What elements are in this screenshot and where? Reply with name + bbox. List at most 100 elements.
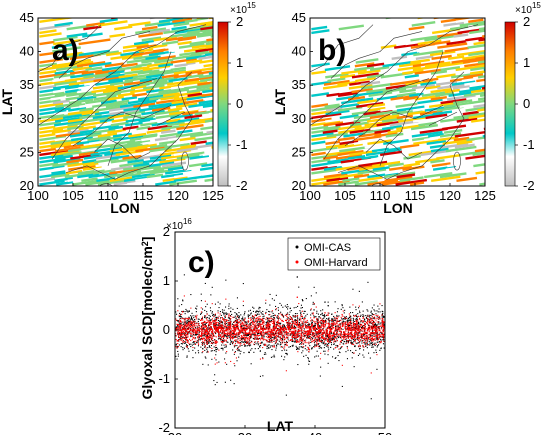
scatter-point-omi-cas	[191, 335, 193, 337]
colorbar-b-exponent: ×1015	[515, 1, 541, 16]
map-pixel	[148, 161, 175, 168]
map-pixel	[414, 94, 441, 101]
scatter-point-omi-harvard	[298, 333, 300, 335]
scatter-point-omi-cas	[195, 311, 197, 313]
scatter-point-omi-cas	[316, 350, 318, 352]
scatter-point-omi-cas	[204, 315, 206, 317]
scatter-point-omi-cas	[345, 323, 347, 325]
scatter-point-omi-cas	[237, 327, 239, 329]
scatter-point-omi-harvard	[336, 320, 338, 322]
scatter-point-omi-cas	[339, 337, 341, 339]
scatter-point-omi-harvard	[380, 325, 382, 327]
scatter-point-omi-cas	[337, 345, 339, 347]
scatter-point-omi-harvard	[191, 325, 193, 327]
scatter-point-omi-cas	[325, 345, 327, 347]
scatter-point-omi-harvard	[224, 362, 226, 364]
scatter-point-omi-cas	[301, 323, 303, 325]
scatter-point-omi-cas	[295, 320, 297, 322]
scatter-point-omi-harvard	[237, 329, 239, 331]
scatter-point-omi-harvard	[291, 318, 293, 320]
scatter-point-omi-harvard	[261, 319, 263, 321]
scatter-point-omi-cas	[288, 346, 290, 348]
scatter-point-omi-harvard	[265, 332, 267, 334]
map-pixel	[339, 172, 363, 179]
map-pixel	[83, 116, 110, 123]
scatter-point-omi-cas	[272, 356, 274, 358]
scatter-point-omi-cas	[279, 326, 281, 328]
scatter-point-omi-harvard	[218, 327, 220, 329]
scatter-point-omi-cas	[329, 326, 331, 328]
scatter-point-omi-cas	[316, 327, 318, 329]
scatter-point-omi-cas	[272, 312, 274, 314]
scatter-point-omi-harvard	[177, 332, 179, 334]
map-pixel	[72, 58, 92, 64]
map-pixel	[483, 125, 485, 131]
map-pixel	[123, 164, 155, 171]
scatter-point-omi-cas	[206, 303, 208, 305]
scatter-point-omi-harvard	[376, 335, 378, 337]
scatter-point-omi-cas	[213, 346, 215, 348]
scatter-point-omi-harvard	[344, 326, 346, 328]
scatter-point-omi-cas	[257, 348, 259, 350]
map-pixel	[339, 114, 359, 120]
scatter-point-omi-cas	[241, 341, 243, 343]
scatter-point-omi-harvard	[202, 319, 204, 321]
scatter-point-omi-harvard	[379, 334, 381, 336]
scatter-point-omi-harvard	[258, 330, 260, 332]
scatter-point-omi-harvard	[212, 332, 214, 334]
map-pixel	[335, 164, 361, 171]
scatter-point-omi-harvard	[329, 323, 331, 325]
scatter-point-omi-cas	[220, 317, 222, 319]
map-pixel	[206, 36, 213, 42]
map-pixel	[99, 18, 118, 23]
scatter-point-omi-harvard	[279, 337, 281, 339]
scatter-point-omi-cas	[299, 343, 301, 345]
scatter-point-omi-cas	[190, 318, 192, 320]
scatter-point-omi-harvard	[239, 326, 241, 328]
y-tick-label: 25	[292, 144, 306, 159]
scatter-point-omi-cas	[183, 347, 185, 349]
scatter-point-omi-cas	[249, 342, 251, 344]
scatter-point-omi-cas	[302, 339, 304, 341]
map-pixel	[442, 124, 467, 131]
map-pixel	[177, 40, 192, 46]
scatter-point-omi-cas	[190, 324, 192, 326]
scatter-point-omi-harvard	[298, 326, 300, 328]
map-pixel	[39, 125, 56, 131]
scatter-point-omi-harvard	[254, 337, 256, 339]
scatter-point-omi-harvard	[243, 343, 245, 345]
map-pixel	[147, 124, 173, 131]
scatter-point-omi-harvard	[284, 342, 286, 344]
scatter-point-omi-cas	[230, 339, 232, 341]
scatter-point-omi-harvard	[297, 332, 299, 334]
scatter-point-omi-harvard	[318, 327, 320, 329]
scatter-point-omi-cas	[206, 341, 208, 343]
scatter-point-omi-cas	[330, 338, 332, 340]
scatter-point-omi-cas	[354, 337, 356, 339]
scatter-point-omi-harvard	[228, 323, 230, 325]
scatter-point-omi-cas	[205, 340, 207, 342]
scatter-point-omi-cas	[182, 300, 184, 302]
scatter-point-omi-cas	[274, 337, 276, 339]
scatter-point-omi-cas	[376, 324, 378, 326]
scatter-point-omi-cas	[241, 332, 243, 334]
scatter-point-omi-cas	[369, 314, 371, 316]
map-pixel	[424, 171, 453, 179]
scatter-point-omi-cas	[371, 327, 373, 329]
map-pixel	[352, 90, 384, 97]
scatter-point-omi-cas	[329, 339, 331, 341]
map-pixel	[96, 176, 116, 182]
scatter-point-omi-harvard	[190, 336, 192, 338]
scatter-point-omi-cas	[197, 333, 199, 335]
scatter-point-omi-harvard	[304, 342, 306, 344]
scatter-point-omi-cas	[177, 326, 179, 328]
y-tick-label: 20	[20, 178, 34, 193]
scatter-point-omi-cas	[352, 319, 354, 321]
scatter-point-omi-cas	[308, 323, 310, 325]
scatter-point-omi-harvard	[271, 318, 273, 320]
scatter-point-omi-cas	[285, 352, 287, 354]
y-tick-label: 25	[20, 144, 34, 159]
scatter-point-omi-harvard	[264, 328, 266, 330]
scatter-point-omi-harvard	[383, 336, 385, 338]
scatter-point-omi-harvard	[257, 338, 259, 340]
